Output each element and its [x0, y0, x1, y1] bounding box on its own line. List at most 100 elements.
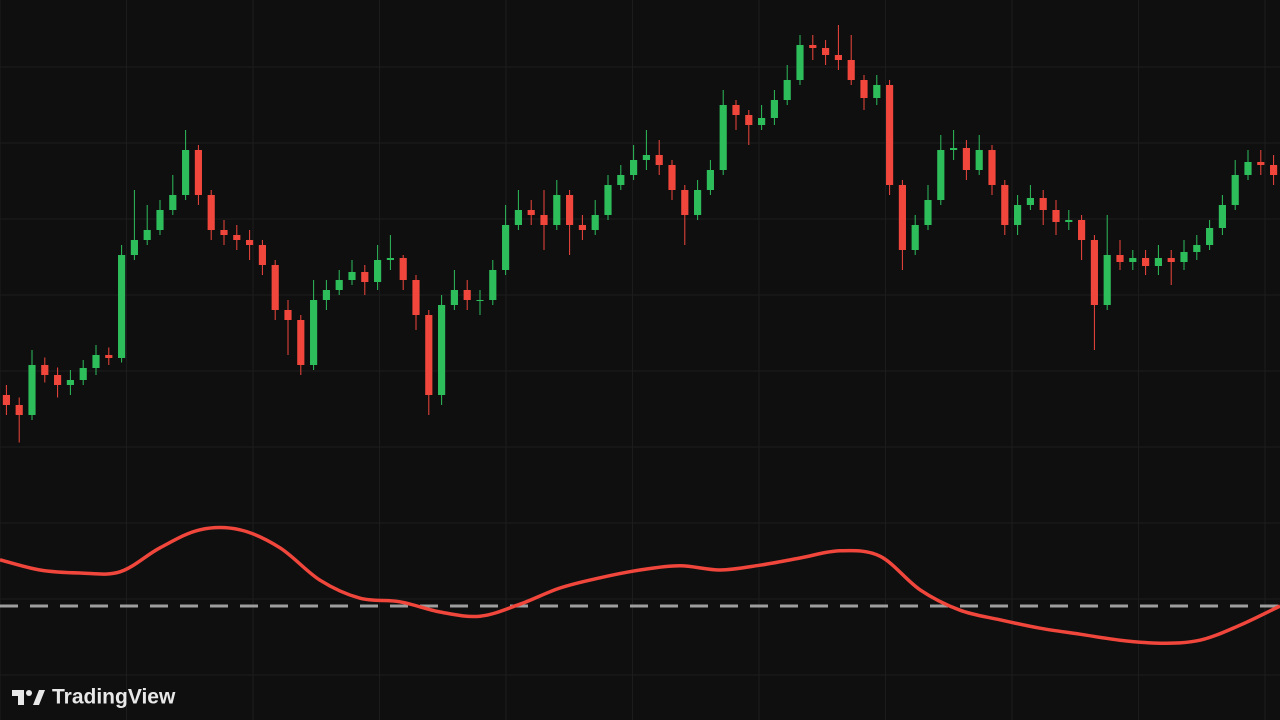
candle-body	[105, 355, 113, 358]
candle-body	[1206, 228, 1214, 245]
candle-body	[719, 105, 727, 170]
candle-body	[284, 310, 292, 320]
candle-body	[604, 185, 612, 215]
candle-body	[642, 155, 650, 160]
candle-body	[553, 195, 561, 225]
candle-body	[860, 80, 868, 98]
candle-body	[668, 165, 676, 190]
candle-body	[591, 215, 599, 230]
candle-body	[655, 155, 663, 165]
candle-body	[502, 225, 510, 270]
candle-body	[1129, 258, 1137, 262]
candle-body	[1244, 162, 1252, 175]
candle-body	[297, 320, 305, 365]
candle-body	[1142, 258, 1150, 266]
candle-body	[258, 245, 266, 265]
candle-body	[630, 160, 638, 175]
candle-body	[1001, 185, 1009, 225]
candle-body	[783, 80, 791, 100]
candle-body	[1180, 252, 1188, 262]
candle-body	[233, 235, 241, 240]
candle-body	[246, 240, 254, 245]
candle-body	[911, 225, 919, 250]
brand-name: TradingView	[52, 686, 176, 709]
candle-body	[438, 305, 446, 395]
candle-body	[540, 215, 548, 225]
logo-icon	[26, 690, 32, 696]
candle-body	[527, 210, 535, 215]
candle-body	[1231, 175, 1239, 205]
candle-body	[770, 100, 778, 118]
candle-body	[834, 55, 842, 60]
candle-body	[54, 375, 62, 385]
candle-body	[898, 185, 906, 250]
candle-body	[745, 115, 753, 125]
candle-body	[361, 272, 369, 282]
candle-body	[962, 148, 970, 170]
candle-body	[143, 230, 151, 240]
candle-body	[1052, 210, 1060, 222]
candle-body	[1167, 258, 1175, 262]
candle-body	[1103, 255, 1111, 305]
candle-body	[169, 195, 177, 210]
price-pane	[2, 25, 1278, 443]
candle-body	[348, 272, 356, 280]
candle-body	[156, 210, 164, 230]
candle-body	[514, 210, 522, 225]
candle-body	[66, 380, 74, 385]
indicator-line	[0, 525, 1280, 645]
candle-body	[463, 290, 471, 300]
candle-body	[566, 195, 574, 225]
candle-body	[41, 365, 49, 375]
candle-body	[681, 190, 689, 215]
candle-body	[988, 150, 996, 185]
indicator-pane	[0, 525, 1280, 645]
candle-body	[1116, 255, 1124, 262]
candle-body	[950, 148, 958, 150]
candle-body	[578, 225, 586, 230]
candle-body	[15, 405, 23, 415]
candle-body	[2, 395, 10, 405]
candle-body	[130, 240, 138, 255]
candle-body	[809, 45, 817, 48]
candle-body	[310, 300, 318, 365]
candle-body	[182, 150, 190, 195]
candle-body	[476, 300, 484, 301]
candle-body	[847, 60, 855, 80]
candle-body	[796, 45, 804, 80]
candle-body	[374, 260, 382, 282]
candle-body	[450, 290, 458, 305]
candle-body	[1154, 258, 1162, 266]
candle-body	[975, 150, 983, 170]
candle-body	[92, 355, 100, 368]
candle-body	[399, 258, 407, 280]
candle-body	[694, 190, 702, 215]
candle-body	[1065, 220, 1073, 222]
candle-body	[1090, 240, 1098, 305]
candle-body	[706, 170, 714, 190]
candle-body	[271, 265, 279, 310]
logo-icon	[33, 690, 45, 705]
candle-body	[207, 195, 215, 230]
candle-body	[1270, 165, 1278, 175]
candle-body	[1026, 198, 1034, 205]
candle-body	[873, 85, 881, 98]
candle-body	[425, 315, 433, 395]
candle-body	[335, 280, 343, 290]
candle-body	[489, 270, 497, 300]
candle-body	[220, 230, 228, 235]
candle-body	[194, 150, 202, 195]
logo: TradingView	[12, 686, 176, 709]
candle-body	[924, 200, 932, 225]
candle-body	[28, 365, 36, 415]
candle-body	[1218, 205, 1226, 228]
candle-body	[118, 255, 126, 358]
candle-body	[412, 280, 420, 315]
candle-body	[822, 48, 830, 55]
candle-body	[617, 175, 625, 185]
logo-icon	[12, 690, 24, 705]
candle-body	[386, 258, 394, 260]
candle-body	[732, 105, 740, 115]
